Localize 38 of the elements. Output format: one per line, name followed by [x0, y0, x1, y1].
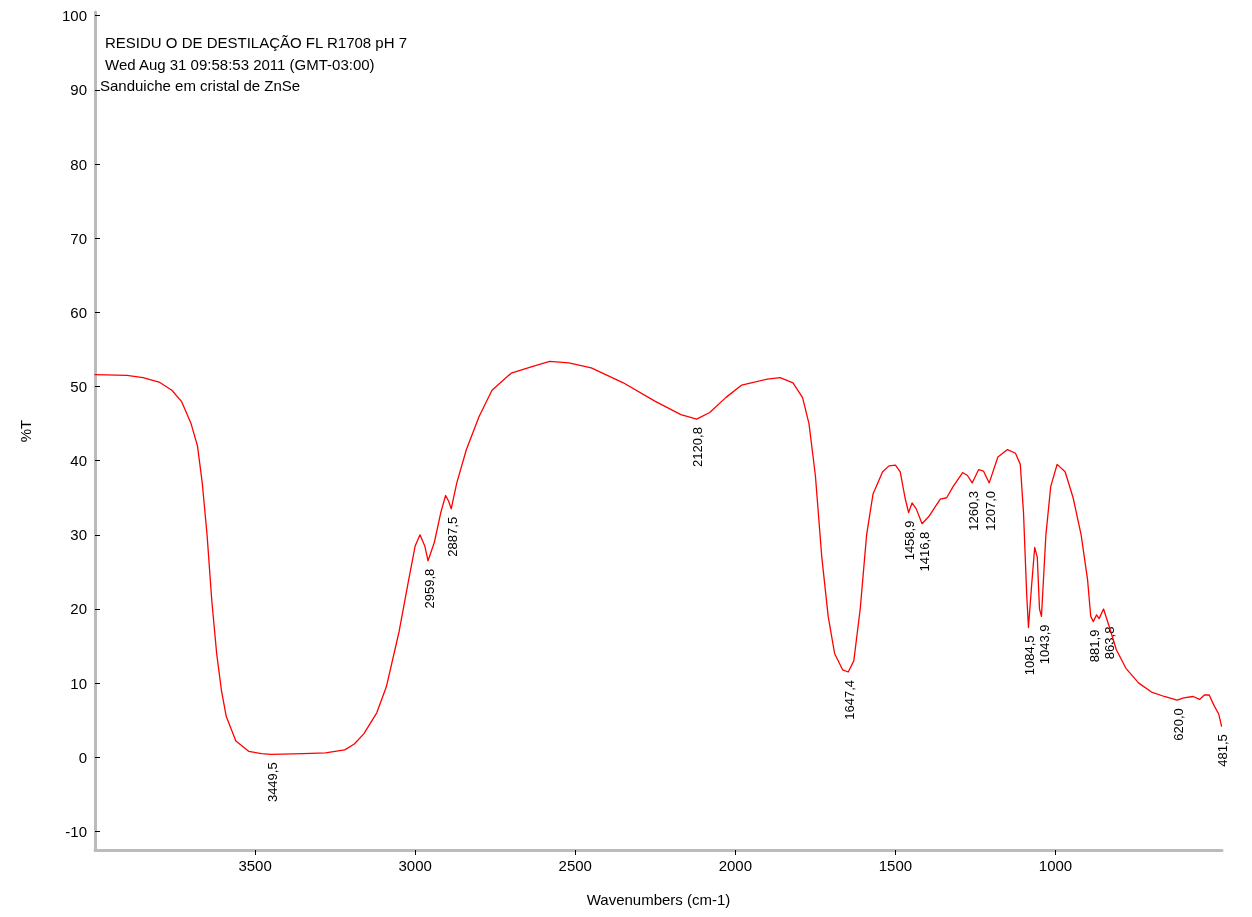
annotation: 1416,8: [917, 531, 933, 572]
y-tick-label: 30: [70, 526, 87, 544]
y-tick-label: 80: [70, 155, 87, 173]
x-tick-label: 3000: [398, 857, 432, 874]
y-tick-label: 90: [70, 81, 87, 99]
annotation: 881,9: [1086, 629, 1102, 663]
text: Wed Aug 31 09:58:53 2011 (GMT-03:00): [105, 56, 375, 73]
annotation: 481,5: [1215, 734, 1231, 767]
y-tick-label: 50: [70, 378, 87, 395]
y-tick-label: 60: [70, 303, 87, 321]
annotation: 2887,5: [444, 516, 460, 557]
annotation: 3449,5: [264, 762, 280, 803]
annotation: 1084,5: [1021, 635, 1037, 676]
y-tick-label: 0: [78, 748, 87, 766]
y-tick-label: 20: [70, 600, 87, 618]
annotation: 1458,9: [902, 520, 918, 561]
x-tick-label: 3500: [238, 857, 272, 874]
y-axis-title: %T: [17, 419, 34, 443]
x-tick-label: 1500: [878, 857, 913, 874]
x-tick-label: 2500: [558, 857, 592, 874]
x-tick-label: 2000: [718, 857, 753, 874]
annotation: 620,0: [1170, 708, 1186, 741]
annotation: Sanduiche em cristal de ZnSe: [100, 77, 301, 94]
y-tick-label: 100: [61, 7, 87, 25]
annotation: 863,8: [1101, 626, 1117, 660]
y-tick-label: -10: [65, 822, 87, 840]
annotation: 1043,9: [1036, 624, 1052, 665]
y-tick-label: 40: [70, 452, 87, 470]
annotation: 2120,8: [690, 427, 706, 467]
annotation: 1207,0: [982, 490, 998, 531]
x-axis-title: Wavenumbers (cm-1): [586, 891, 731, 908]
annotation: 2959,8: [421, 568, 437, 609]
annotation: 1260,3: [965, 490, 981, 531]
annotation: 1647,4: [841, 680, 857, 720]
x-tick-label: 1000: [1038, 857, 1073, 874]
y-tick-label: 10: [70, 674, 87, 692]
text: RESIDU O DE DESTILAÇÃO FL R1708 pH 7: [105, 34, 408, 51]
y-tick-label: 70: [70, 229, 87, 247]
